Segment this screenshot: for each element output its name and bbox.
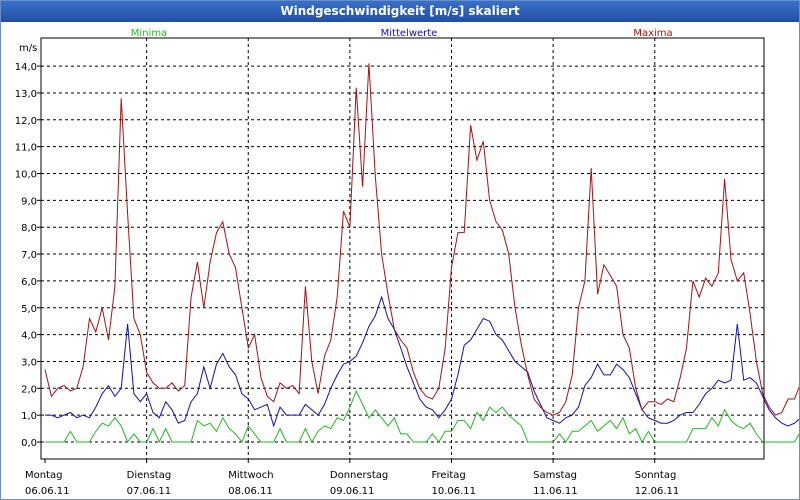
y-tick-label: 1,0 [21, 411, 37, 422]
y-tick-label: 2,0 [21, 384, 37, 395]
series-line-maxima [44, 63, 799, 416]
grid [41, 38, 764, 459]
x-tick-date: 09.06.11 [330, 486, 375, 497]
y-tick-label: 8,0 [21, 223, 37, 234]
series-line-mittelwerte [45, 295, 799, 428]
y-axis-label: m/s [19, 43, 37, 54]
y-tick-label: 0,0 [21, 438, 37, 449]
y-tick-label: 6,0 [21, 277, 37, 288]
y-tick-label: 7,0 [21, 250, 37, 261]
chart-title: Windgeschwindigkeit [m/s] skaliert [1, 1, 799, 22]
x-tick-weekday: Dienstag [127, 470, 172, 481]
x-tick-date: 11.06.11 [533, 486, 578, 497]
x-tick-weekday: Freitag [432, 470, 466, 481]
y-tick-label: 4,0 [21, 331, 37, 342]
x-tick-weekday: Sonntag [635, 470, 677, 481]
y-tick-label: 9,0 [21, 196, 37, 207]
x-tick-date: 12.06.11 [635, 486, 680, 497]
legend-mittelwerte: Mittelwerte [381, 28, 438, 39]
legend: Minima Mittelwerte Maxima [131, 28, 673, 39]
y-tick-label: 14,0 [15, 62, 37, 73]
x-tick-weekday: Donnerstag [330, 470, 388, 481]
x-axis: Montag 06.06.11 Dienstag 07.06.11 Mittwoch 08… [25, 459, 679, 497]
x-tick-date: 08.06.11 [228, 486, 273, 497]
series-lines [44, 63, 799, 444]
legend-minima: Minima [131, 28, 167, 39]
y-tick-label: 10,0 [15, 170, 37, 181]
x-tick-weekday: Mittwoch [228, 470, 273, 481]
y-tick-label: 12,0 [15, 116, 37, 127]
x-tick-date: 07.06.11 [127, 486, 172, 497]
y-tick-label: 13,0 [15, 89, 37, 100]
plot-area [40, 37, 765, 460]
x-tick-date: 10.06.11 [432, 486, 477, 497]
x-tick-date: 06.06.11 [25, 486, 70, 497]
y-axis: 0,0 1,0 2,0 3,0 4,0 5,0 6,0 7,0 8,0 9,0 10,0 11,0 12… [15, 62, 41, 449]
y-tick-label: 5,0 [21, 304, 37, 315]
y-tick-label: 11,0 [15, 143, 37, 154]
x-tick-weekday: Montag [25, 470, 62, 481]
series-line-minima [45, 389, 799, 444]
x-tick-weekday: Samstag [533, 470, 577, 481]
legend-maxima: Maxima [633, 28, 672, 39]
y-tick-label: 3,0 [21, 357, 37, 368]
